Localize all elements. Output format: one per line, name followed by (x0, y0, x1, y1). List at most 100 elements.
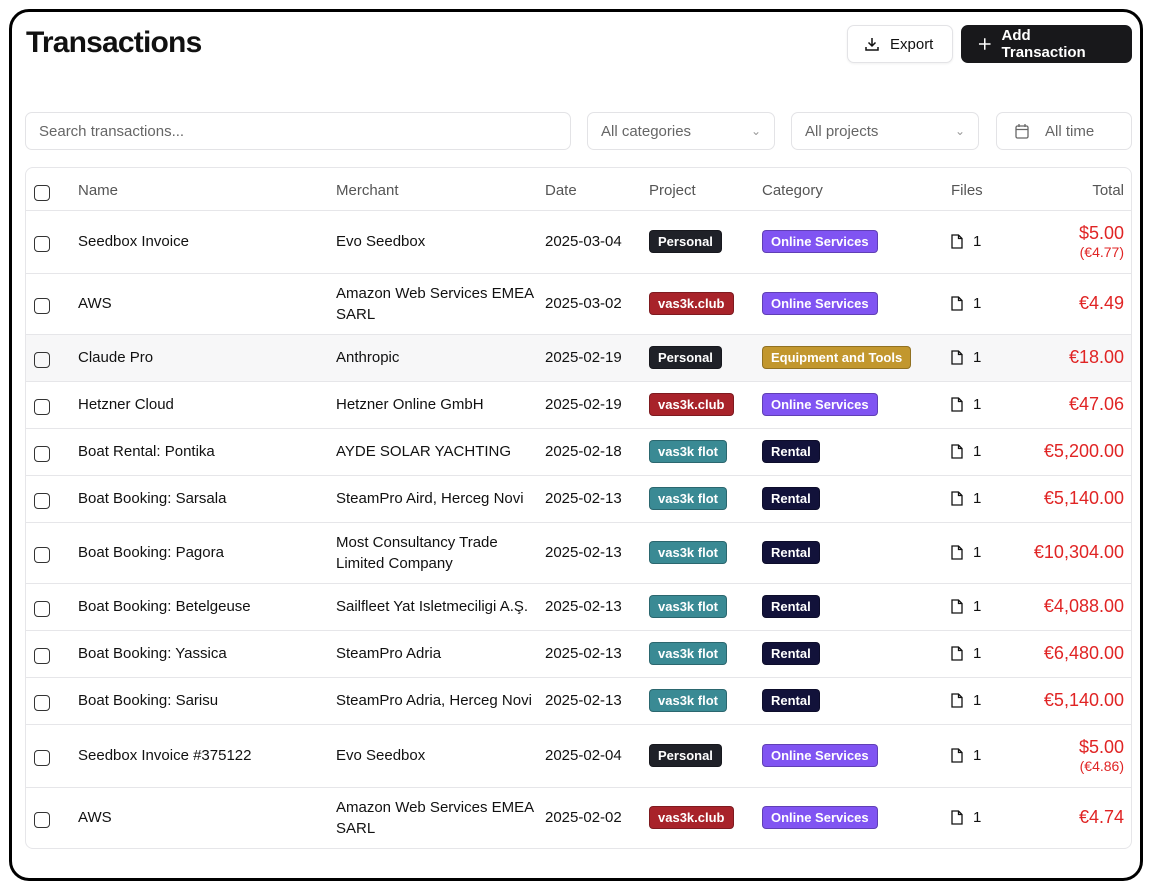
merchant: SteamPro Adria (336, 630, 545, 678)
row-checkbox[interactable] (34, 749, 50, 766)
category-badge: Equipment and Tools (762, 346, 912, 369)
date: 2025-02-02 (545, 809, 622, 826)
row-checkbox[interactable] (34, 694, 50, 711)
merchant: SteamPro Adria, Herceg Novi (336, 677, 545, 725)
row-checkbox[interactable] (34, 235, 50, 252)
select-all-checkbox[interactable] (34, 184, 50, 201)
table-row[interactable]: Boat Booking: Sarisu SteamPro Adria, Herc… (26, 677, 1131, 725)
file-icon (951, 693, 963, 708)
search-placeholder: Search transactions... (39, 122, 185, 140)
date: 2025-02-13 (545, 583, 649, 631)
table-row[interactable]: AWS Amazon Web Services EMEA SARL 2025-02-… (26, 787, 1131, 848)
total-amount: $5.00 (1078, 736, 1124, 757)
date: 2025-02-19 (545, 334, 649, 382)
date: 2025-03-02 (545, 273, 649, 335)
project-badge: Personal (649, 230, 722, 253)
files-count: 1 (973, 349, 982, 366)
date: 2025-02-18 (545, 428, 649, 476)
table-row[interactable]: Boat Rental: Pontika AYDE SOLAR YACHTING 2… (26, 428, 1131, 476)
transaction-name: Boat Booking: Sarsala (78, 475, 336, 523)
merchant: Amazon Web Services EMEA SARL (336, 798, 534, 837)
transaction-name: Seedbox Invoice #375122 (78, 724, 336, 788)
category-badge: Online Services (762, 393, 878, 416)
project-select[interactable]: All projects ⌄ (791, 112, 979, 150)
project-badge: Personal (649, 346, 722, 369)
export-label: Export (890, 35, 934, 53)
files-count: 1 (973, 809, 982, 826)
row-checkbox[interactable] (34, 445, 50, 462)
row-checkbox[interactable] (34, 297, 50, 314)
project-badge: vas3k flot (649, 541, 727, 564)
total-amount: €18.00 (1068, 347, 1124, 367)
table-row[interactable]: Seedbox Invoice #375122 Evo Seedbox 2025-0… (26, 724, 1131, 788)
file-icon (951, 599, 963, 614)
column-header-project[interactable]: Project (649, 168, 762, 211)
row-checkbox[interactable] (34, 351, 50, 368)
category-badge: Rental (762, 689, 820, 712)
table-row[interactable]: Boat Booking: Yassica SteamPro Adria 2025-… (26, 630, 1131, 678)
category-badge: Online Services (762, 806, 878, 829)
row-checkbox[interactable] (34, 398, 50, 415)
search-input[interactable]: Search transactions... (25, 112, 571, 150)
file-icon (951, 748, 963, 763)
category-select[interactable]: All categories ⌄ (587, 112, 775, 150)
date: 2025-02-04 (545, 724, 649, 788)
total-amount: €4,088.00 (1043, 596, 1124, 616)
chevron-down-icon: ⌄ (954, 124, 965, 138)
table-row[interactable]: Claude Pro Anthropic 2025-02-19 Personal Equ… (26, 334, 1131, 382)
row-checkbox[interactable] (34, 600, 50, 617)
file-icon (951, 810, 963, 825)
transaction-name: Boat Booking: Yassica (78, 630, 336, 678)
date-range-picker[interactable]: All time (996, 112, 1132, 150)
total-amount: €47.06 (1068, 394, 1124, 414)
row-checkbox[interactable] (34, 546, 50, 563)
plus-icon (978, 38, 991, 50)
transaction-name: Boat Rental: Pontika (78, 428, 336, 476)
date: 2025-02-13 (545, 677, 649, 725)
table-row[interactable]: Boat Booking: Betelgeuse Sailfleet Yat Is… (26, 583, 1131, 631)
date: 2025-03-04 (545, 210, 649, 274)
file-icon (951, 545, 963, 560)
row-checkbox[interactable] (34, 811, 50, 828)
merchant: Most Consultancy Trade Limited Company (336, 522, 545, 584)
project-badge: vas3k flot (649, 642, 727, 665)
file-icon (951, 397, 963, 412)
transaction-name: AWS (78, 809, 112, 826)
category-select-value: All categories (601, 122, 692, 140)
table-row[interactable]: Seedbox Invoice Evo Seedbox 2025-03-04 Pers… (26, 210, 1131, 274)
transactions-table: Name Merchant Date Project Category File… (25, 167, 1132, 849)
files-count: 1 (973, 598, 982, 615)
files-count: 1 (973, 295, 982, 312)
total-amount: €4.49 (1078, 293, 1124, 313)
table-row[interactable]: Boat Booking: Sarsala SteamPro Aird, Herc… (26, 475, 1131, 523)
add-transaction-button[interactable]: Add Transaction (961, 25, 1132, 63)
table-row[interactable]: AWS Amazon Web Services EMEA SARL 2025-03-… (26, 273, 1131, 335)
row-checkbox[interactable] (34, 492, 50, 509)
column-header-files[interactable]: Files (951, 168, 1011, 211)
export-button[interactable]: Export (847, 25, 953, 63)
project-badge: vas3k flot (649, 487, 727, 510)
category-badge: Online Services (762, 292, 878, 315)
column-header-total[interactable]: Total (1011, 168, 1131, 211)
category-badge: Rental (762, 487, 820, 510)
files-count: 1 (973, 692, 982, 709)
files-count: 1 (973, 747, 982, 764)
table-row[interactable]: Boat Booking: Pagora Most Consultancy Tra… (26, 522, 1131, 584)
date-range-value: All time (1045, 122, 1095, 140)
column-header-category[interactable]: Category (762, 168, 951, 211)
transaction-name: Hetzner Cloud (78, 381, 336, 429)
column-header-date[interactable]: Date (545, 168, 649, 211)
row-checkbox[interactable] (34, 647, 50, 664)
app-window: Transactions Export Add Transaction Sear… (9, 9, 1143, 881)
files-count: 1 (973, 544, 982, 561)
column-header-merchant[interactable]: Merchant (336, 168, 545, 211)
table-row[interactable]: Hetzner Cloud Hetzner Online GmbH 2025-02-… (26, 381, 1131, 429)
column-header-name[interactable]: Name (78, 168, 336, 211)
transaction-name: Boat Booking: Sarisu (78, 677, 336, 725)
file-icon (951, 350, 963, 365)
project-badge: Personal (649, 744, 722, 767)
total-amount: €4.74 (1078, 807, 1124, 827)
project-badge: vas3k.club (649, 806, 734, 829)
total-amount: $5.00 (1078, 222, 1124, 243)
page-title: Transactions (26, 26, 202, 59)
